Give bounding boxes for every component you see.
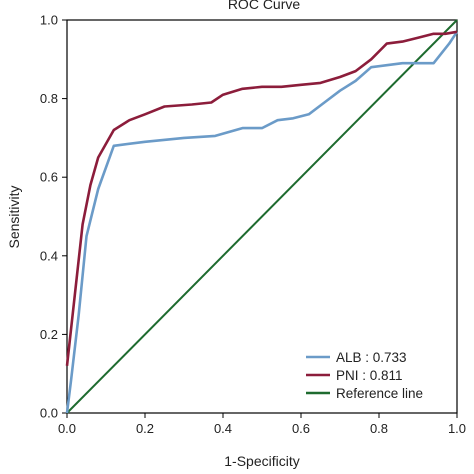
y-tick-label: 0.4: [40, 248, 58, 263]
plot-frame: [66, 19, 458, 414]
series-line-1: [65, 30, 458, 366]
legend: ALB : 0.733 PNI : 0.811 Reference line: [306, 350, 423, 401]
y-tick-label: 0.8: [40, 91, 58, 106]
y-axis-title: Sensitivity: [6, 185, 22, 248]
x-tick-label: 1.0: [448, 421, 466, 436]
legend-label: ALB : 0.733: [336, 350, 407, 365]
x-tick-label: 0.2: [136, 421, 154, 436]
axis-ticks: 0.0 0.2 0.4 0.6 0.8 1.0 0.0 0.2 0.4 0.6 0.8 1.0: [40, 13, 466, 437]
y-tick-label: 0.6: [40, 170, 58, 185]
x-tick-label: 0.4: [214, 421, 232, 436]
y-tick-label: 0.0: [40, 406, 58, 421]
chart-title: ROC Curve: [228, 0, 301, 12]
y-tick-label: 1.0: [40, 13, 58, 28]
series-line-2: [66, 19, 458, 414]
y-tick-label: 0.2: [40, 327, 58, 342]
x-tick-label: 0.0: [58, 421, 76, 436]
x-tick-label: 0.8: [370, 421, 388, 436]
legend-label: Reference line: [336, 386, 423, 401]
series-lines: [65, 19, 459, 414]
x-axis-title: 1-Specificity: [224, 453, 299, 469]
series-line-0: [65, 31, 459, 414]
x-tick-label: 0.6: [292, 421, 310, 436]
legend-label: PNI : 0.811: [336, 368, 403, 383]
